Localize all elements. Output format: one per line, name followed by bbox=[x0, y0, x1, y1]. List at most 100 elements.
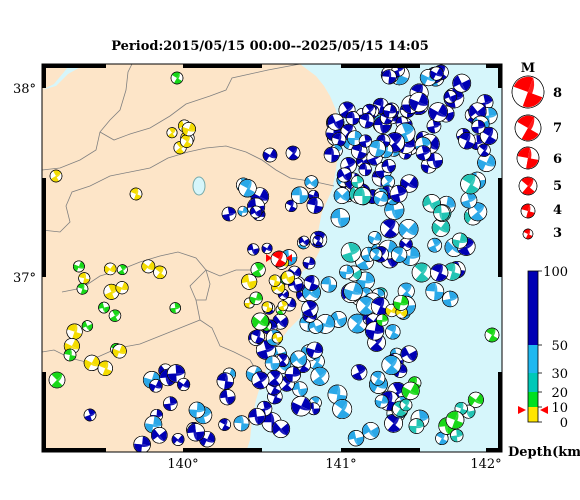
focal-mechanism-intermediate bbox=[367, 231, 382, 245]
focal-mechanism-deep bbox=[415, 145, 432, 161]
depth-tick-20: 20 bbox=[551, 386, 568, 401]
focal-mechanism-shallow bbox=[98, 301, 110, 314]
focal-mechanism-intermediate bbox=[411, 262, 432, 283]
lat-label-38: 38° bbox=[13, 82, 36, 97]
focal-mechanism-intermediate bbox=[381, 355, 402, 375]
focal-mechanism-deep bbox=[336, 167, 352, 183]
magnitude-legend-ball-8 bbox=[511, 75, 545, 109]
focal-mechanism-intermediate bbox=[451, 232, 468, 249]
focal-mechanism-deep bbox=[479, 126, 498, 145]
focal-mechanism-offshore bbox=[435, 431, 449, 445]
focal-mechanism-inland bbox=[177, 377, 191, 392]
lon-label-140: 140° bbox=[167, 457, 198, 472]
depth-tick-50: 50 bbox=[551, 339, 568, 354]
focal-mechanism-deep bbox=[477, 143, 491, 157]
focal-mechanism-shallow bbox=[83, 354, 100, 371]
focal-mechanism-intermediate bbox=[400, 345, 418, 363]
map-area bbox=[42, 64, 502, 452]
focal-mechanism-intermediate bbox=[339, 264, 354, 280]
focal-mechanism-shallow bbox=[376, 313, 389, 327]
depth-band-intermediate bbox=[528, 345, 538, 373]
focal-mechanism-intermediate bbox=[460, 173, 481, 195]
focal-mechanism-deep bbox=[426, 152, 444, 169]
event-marker-icon bbox=[286, 254, 292, 262]
depth-tick-0: 0 bbox=[560, 416, 568, 431]
focal-mechanism-shallow bbox=[104, 262, 117, 276]
focal-mechanism-deep bbox=[358, 112, 375, 129]
focal-mechanism-intermediate bbox=[389, 184, 408, 203]
focal-mechanism-intermediate bbox=[370, 370, 386, 386]
focal-mechanism-shallow bbox=[73, 260, 85, 273]
focal-mechanism-intermediate bbox=[332, 399, 353, 420]
focal-mechanism-deep bbox=[443, 90, 457, 104]
focal-mechanism-shallow bbox=[271, 332, 284, 344]
focal-mechanism-deep bbox=[249, 205, 263, 219]
depth-band-mid bbox=[528, 373, 538, 392]
magnitude-legend-ball-7 bbox=[514, 114, 542, 142]
focal-mechanism-coastal bbox=[302, 256, 316, 270]
focal-mechanism-intermediate bbox=[343, 281, 363, 302]
focal-mechanism-inland bbox=[151, 426, 168, 444]
depth-marker-icon bbox=[518, 406, 548, 414]
focal-mechanism-shallow bbox=[251, 312, 270, 331]
focal-mechanism-coastal bbox=[310, 366, 330, 386]
focal-mechanism-intermediate bbox=[369, 247, 383, 261]
focal-mechanism-shallow bbox=[280, 270, 295, 285]
focal-mechanism-shallow bbox=[181, 122, 196, 137]
focal-mechanism-inland bbox=[186, 423, 205, 442]
focal-mechanism-intermediate bbox=[374, 394, 389, 409]
focal-mechanism-shallow bbox=[108, 309, 122, 322]
focal-mechanism-shallow bbox=[81, 320, 94, 332]
focal-mechanism-coastal bbox=[298, 235, 310, 247]
focal-mechanism-deep bbox=[381, 159, 396, 174]
focal-mechanism-intermediate bbox=[460, 191, 478, 209]
focal-mechanism-deep bbox=[323, 146, 340, 163]
focal-mechanism-shallow bbox=[268, 274, 282, 287]
focal-mechanism-deep bbox=[351, 143, 368, 160]
focal-mechanism-shallow bbox=[129, 187, 143, 201]
focal-mechanism-deep bbox=[358, 162, 372, 177]
focal-mechanism-coastal bbox=[251, 371, 270, 390]
focal-mechanism-shallow bbox=[48, 371, 66, 389]
focal-mechanism-shallow bbox=[261, 301, 273, 313]
focal-mechanism-coastal bbox=[306, 341, 324, 359]
focal-mechanism-deep bbox=[331, 132, 347, 147]
focal-mechanism-shallow bbox=[169, 302, 181, 314]
focal-mechanism-deep bbox=[347, 130, 363, 146]
focal-mechanism-intermediate bbox=[365, 321, 385, 341]
focal-mechanism-coastal bbox=[291, 186, 309, 204]
magnitude-legend-label-3: 3 bbox=[553, 226, 562, 241]
depth-scale-label: Depth(km) bbox=[508, 445, 580, 460]
focal-mechanism-shallow bbox=[277, 300, 289, 312]
depth-scale-frame bbox=[527, 270, 539, 423]
event-marker-icon bbox=[266, 254, 272, 262]
focal-mechanism-shallow bbox=[250, 262, 266, 278]
focal-mechanism-intermediate bbox=[398, 219, 419, 240]
focal-mechanism-shallow bbox=[97, 360, 113, 376]
focal-mechanism-inland bbox=[188, 401, 206, 419]
focal-mechanism-shallow bbox=[393, 294, 409, 311]
magnitude-legend-label-8: 8 bbox=[553, 86, 562, 101]
focal-mechanism-deep bbox=[381, 69, 397, 85]
focal-mechanism-intermediate bbox=[373, 191, 389, 207]
focal-mechanism-deep bbox=[83, 408, 97, 422]
focal-mechanism-shallow bbox=[241, 273, 258, 290]
focal-mechanism-deep bbox=[458, 132, 476, 150]
focal-mechanism-deep bbox=[429, 66, 444, 81]
focal-mechanism-intermediate bbox=[380, 218, 400, 239]
focal-mechanism-intermediate bbox=[350, 364, 368, 381]
focal-mechanism-coastal bbox=[237, 205, 249, 217]
focal-mechanism-coastal bbox=[247, 243, 260, 256]
focal-mechanism-coastal bbox=[320, 276, 337, 293]
depth-color-scale: 100 50 30 20 10 0 Depth(km) bbox=[508, 265, 580, 460]
focal-mechanism-intermediate bbox=[430, 263, 449, 282]
lon-label-141: 141° bbox=[325, 457, 356, 472]
focal-mechanism-coastal bbox=[306, 196, 324, 214]
focal-mechanism-coastal bbox=[290, 350, 308, 368]
depth-tick-100: 100 bbox=[543, 265, 568, 280]
focal-mechanism-coastal bbox=[304, 175, 319, 190]
focal-mechanism-coastal bbox=[264, 355, 281, 371]
focal-mechanism-intermediate bbox=[391, 246, 408, 263]
focal-mechanism-inland bbox=[216, 372, 234, 390]
focal-mechanism-deep bbox=[327, 113, 345, 131]
